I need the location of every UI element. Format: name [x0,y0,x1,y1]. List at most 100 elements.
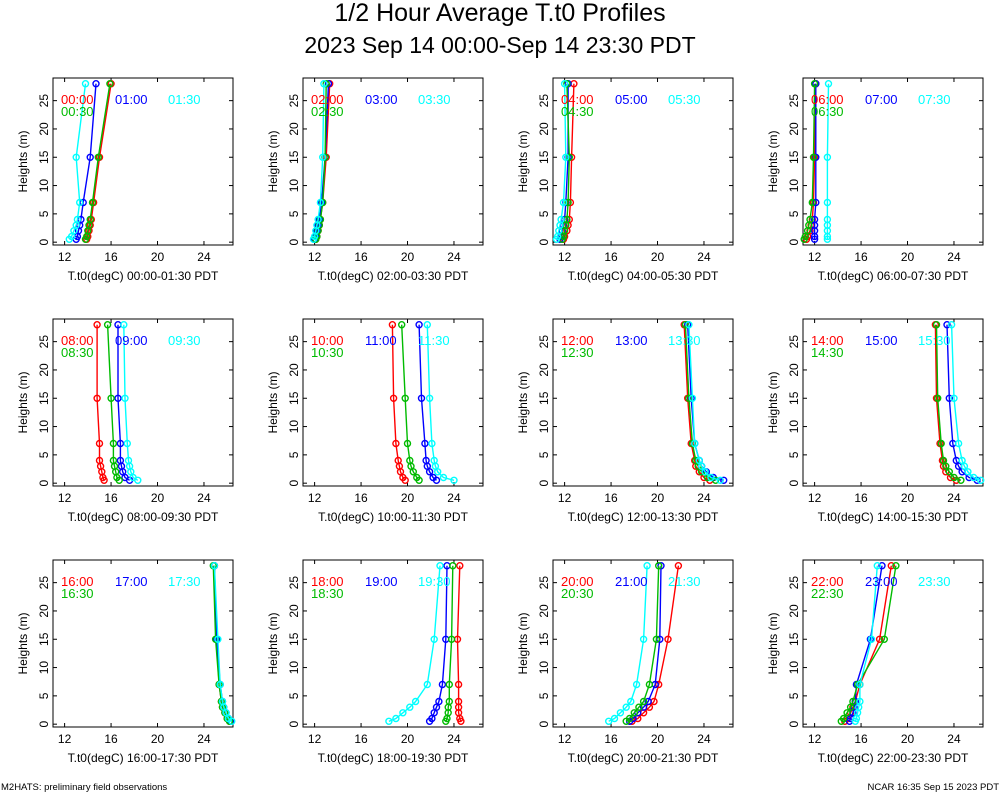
x-tick-label: 24 [947,732,961,746]
data-point [123,439,132,448]
plot-frame [52,318,234,487]
y-axis-label: Heights (m) [766,130,780,192]
y-tick-label: 20 [287,363,301,377]
y-tick-label: 25 [287,94,301,108]
data-point [403,439,412,448]
y-tick-label: 0 [287,721,301,728]
data-point [630,709,638,717]
y-axis-label: Heights (m) [266,612,280,674]
x-tick-label: 20 [401,491,415,505]
data-point [214,635,222,643]
x-tick-label: 12 [58,732,72,746]
x-tick-label: 24 [447,491,461,505]
data-point [106,79,114,88]
x-axis-label: T.t0(degC) 20:00-21:30 PDT [568,751,719,765]
legend-label: 23:30 [918,574,951,589]
y-tick-label: 0 [787,721,801,728]
data-point [406,456,414,465]
x-tick-label: 16 [854,250,868,264]
y-axis-label: Heights (m) [766,612,780,674]
series-line-1930 [388,565,441,722]
data-point [643,562,651,570]
x-tick-label: 16 [354,491,368,505]
data-point [947,321,956,329]
legend-label: 22:00 [811,574,844,589]
data-point [124,456,133,465]
data-point [622,703,630,711]
data-point [320,79,328,88]
x-axis-label: T.t0(degC) 12:00-13:30 PDT [568,510,719,524]
legend-label: 10:30 [311,345,344,360]
data-point [943,321,951,329]
y-tick-label: 25 [37,94,51,108]
legend-label: 23:00 [865,574,898,589]
y-tick-label: 25 [37,335,51,349]
x-axis-label: T.t0(degC) 02:00-03:30 PDT [318,269,469,283]
data-point [560,79,569,88]
y-tick-label: 15 [537,632,551,646]
plot-frame [802,559,984,728]
data-point [428,439,436,448]
data-point [688,394,697,402]
data-point [691,439,699,448]
data-point [422,456,430,465]
x-tick-label: 24 [697,732,711,746]
y-tick-label: 10 [787,179,801,193]
data-point [839,714,848,723]
data-point [109,456,118,465]
y-axis-label: Heights (m) [16,612,30,674]
data-point [216,680,224,689]
data-point [856,680,864,689]
data-point [86,153,94,162]
x-tick-label: 12 [558,491,572,505]
x-tick-label: 16 [104,732,118,746]
y-tick-label: 20 [37,363,51,377]
y-tick-label: 10 [787,420,801,434]
data-point [120,321,128,329]
data-point [823,215,832,224]
x-tick-label: 16 [604,732,618,746]
data-point [388,321,397,329]
data-point [810,79,819,88]
legend-label: 03:30 [418,92,451,107]
legend-label: 11:30 [418,333,450,348]
panel-7: 12 16 20 24 0 5 10 15 20 25 T.t0(degC) 12:00-13:30… [516,318,734,524]
plot-frame [302,559,484,728]
series-line-0800 [96,324,105,481]
series-line-2330 [854,565,878,722]
y-tick-label: 10 [37,420,51,434]
y-axis-label: Heights (m) [516,612,530,674]
legend-label: 02:00 [311,92,344,107]
x-tick-label: 20 [651,250,665,264]
data-point [449,562,457,570]
y-tick-label: 20 [787,363,801,377]
data-point [808,198,816,207]
legend-label: 18:00 [311,574,344,589]
data-point [423,680,431,689]
data-point [970,473,978,482]
y-tick-label: 20 [537,604,551,618]
x-tick-label: 20 [401,250,415,264]
data-point [456,562,464,570]
x-tick-label: 12 [308,732,322,746]
data-point [103,321,112,329]
y-tick-label: 20 [287,122,301,136]
legend-label: 06:00 [811,92,844,107]
data-point [218,697,227,706]
data-point [873,562,881,570]
data-point [635,703,643,711]
x-tick-label: 20 [151,250,165,264]
y-tick-label: 25 [787,335,801,349]
y-tick-label: 25 [37,576,51,590]
data-point [945,394,953,402]
y-tick-label: 15 [37,632,51,646]
data-point [559,198,568,207]
data-point [674,562,683,570]
legend-label: 13:00 [615,333,648,348]
data-point [562,153,570,162]
x-axis-label: T.t0(degC) 14:00-15:30 PDT [818,510,969,524]
x-tick-label: 20 [901,491,915,505]
legend-label: 16:30 [61,586,94,601]
y-tick-label: 0 [537,239,551,246]
x-axis-label: T.t0(degC) 00:00-01:30 PDT [68,269,219,283]
